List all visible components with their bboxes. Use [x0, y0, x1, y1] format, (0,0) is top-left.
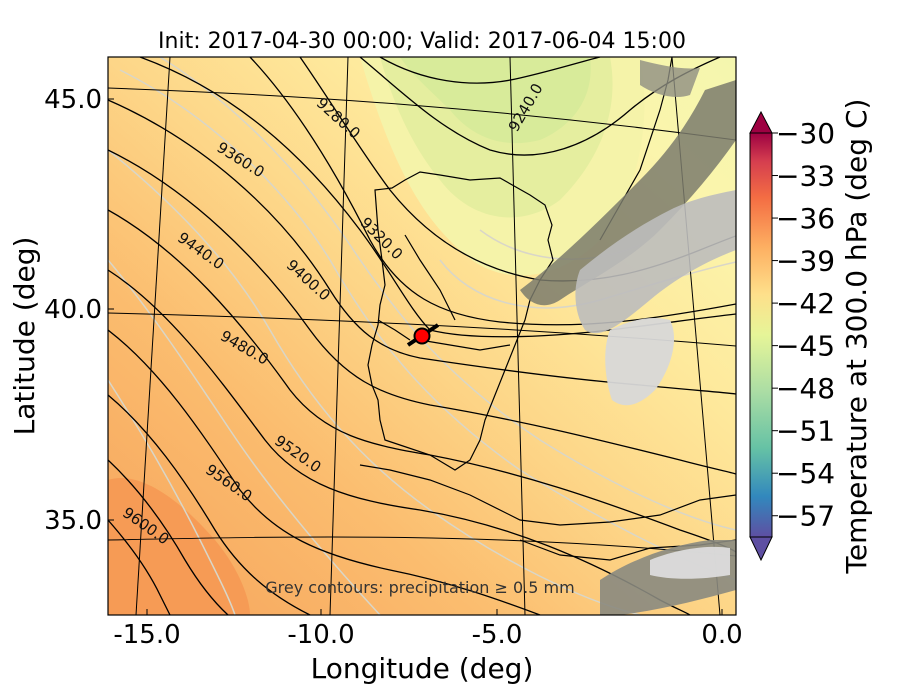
precip-note: Grey contours: precipitation ≥ 0.5 mm	[265, 578, 574, 597]
x-tick-label: -5.0	[472, 620, 523, 650]
colorbar-extend-min	[749, 536, 773, 562]
location-marker	[413, 327, 431, 345]
x-axis-label: Longitude (deg)	[311, 652, 534, 685]
cold-region-inner	[400, 57, 591, 144]
x-tick-label: -10.0	[287, 620, 354, 650]
graticule	[108, 57, 736, 615]
colorbar-tick-label: −45	[776, 330, 835, 363]
warm-region	[108, 478, 250, 615]
colorbar-tick-label: −36	[776, 202, 835, 235]
colorbar-tick-label: −33	[776, 160, 835, 193]
colorbar-extend-max	[749, 110, 773, 134]
plot-title: Init: 2017-04-30 00:00; Valid: 2017-06-0…	[158, 29, 686, 54]
y-axis-label: Latitude (deg)	[8, 237, 41, 436]
colorbar-tick-label: −51	[776, 415, 835, 448]
colorbar: −30 −33 −36 −39 −42 −45 −48 −51 −54 −57	[749, 110, 835, 562]
colorbar-tick-label: −39	[776, 245, 835, 278]
x-tick-label: 0.0	[701, 620, 742, 650]
colorbar-tick-label: −42	[776, 287, 835, 320]
colorbar-tick-label: −57	[776, 500, 835, 533]
colorbar-tick-label: −48	[776, 372, 835, 405]
y-tick-label: 35.0	[44, 506, 102, 536]
map-area: 9240.0 9280.0 9320.0 9360.0 9400.0 9440.…	[108, 57, 736, 615]
y-axis: 45.0 40.0 35.0	[44, 85, 114, 536]
colorbar-label: Temperature at 300.0 hPa (deg C)	[840, 99, 873, 575]
colorbar-tick-label: −30	[776, 117, 835, 150]
precipitation-contours	[520, 60, 736, 615]
y-tick-label: 40.0	[44, 295, 102, 325]
x-tick-label: -15.0	[113, 620, 180, 650]
colorbar-frame	[749, 132, 773, 538]
x-axis: -15.0 -10.0 -5.0 0.0	[113, 609, 743, 650]
colorbar-gradient	[750, 133, 772, 537]
y-tick-label: 45.0	[44, 85, 102, 115]
colorbar-tick-label: −54	[776, 457, 835, 490]
map-frame	[107, 56, 737, 616]
